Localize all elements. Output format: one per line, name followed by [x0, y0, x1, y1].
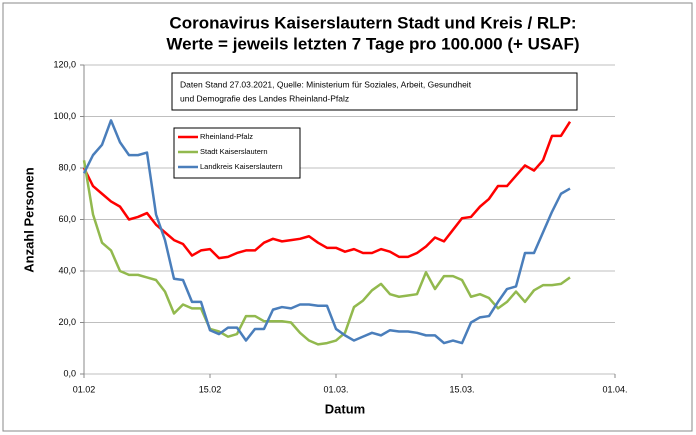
series-line [82, 120, 572, 260]
x-axis-title: Datum [325, 401, 365, 416]
y-tick-label: 0,0 [63, 368, 76, 378]
x-tick-label: 01.04. [602, 384, 627, 394]
y-tick-label: 100,0 [53, 111, 76, 121]
x-tick-label: 01.03. [323, 384, 348, 394]
y-tick-label: 40,0 [58, 265, 76, 275]
chart-title: Coronavirus Kaiserslautern Stadt und Kre… [169, 13, 576, 32]
chart-title: Werte = jeweils letzten 7 Tage pro 100.0… [166, 34, 579, 53]
y-tick-label: 60,0 [58, 214, 76, 224]
x-tick-label: 15.03. [449, 384, 474, 394]
y-tick-label: 80,0 [58, 162, 76, 172]
annotation: und Demografie des Landes Rheinland-Pfal… [180, 93, 349, 103]
x-tick-label: 15.02 [199, 384, 222, 394]
annotation: Daten Stand 27.03.2021, Quelle: Minister… [180, 79, 472, 89]
y-axis-title: Anzahl Personen [21, 167, 36, 273]
legend-label: Landkreis Kaiserslautern [200, 162, 283, 171]
legend-label: Rheinland-Pfalz [200, 132, 253, 141]
series-line [82, 160, 571, 346]
series-line [82, 119, 571, 345]
annotation-box [171, 72, 578, 111]
y-tick-label: 120,0 [53, 59, 76, 69]
y-tick-label: 20,0 [58, 317, 76, 327]
x-tick-label: 01.02 [73, 384, 96, 394]
legend-label: Stadt Kaiserslautern [200, 147, 268, 156]
